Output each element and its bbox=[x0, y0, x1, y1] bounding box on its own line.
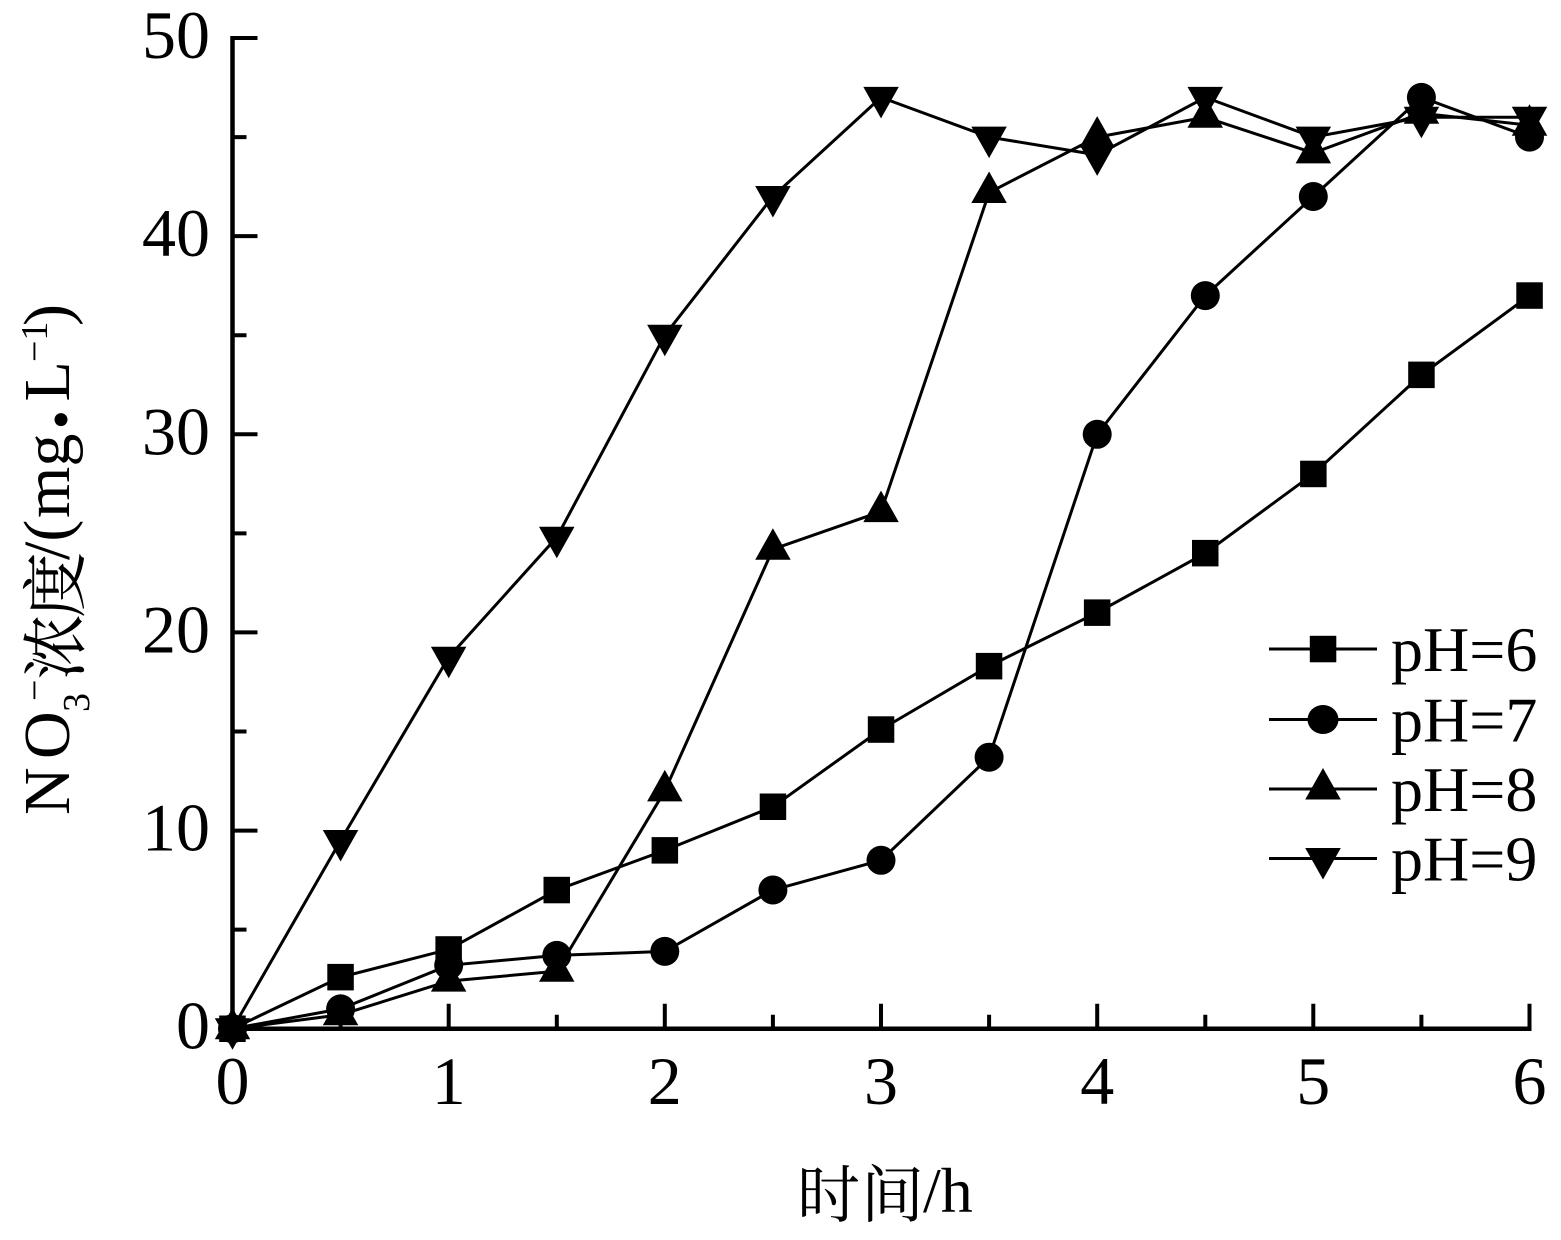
svg-text:L: L bbox=[11, 361, 84, 401]
svg-text:O: O bbox=[11, 711, 84, 759]
svg-text:): ) bbox=[11, 304, 84, 326]
svg-text:30: 30 bbox=[142, 393, 210, 469]
svg-text:10: 10 bbox=[142, 790, 210, 866]
svg-text:3: 3 bbox=[864, 1043, 898, 1119]
svg-text:0: 0 bbox=[216, 1043, 250, 1119]
svg-text:50: 50 bbox=[142, 0, 210, 73]
svg-text:pH=6: pH=6 bbox=[1391, 614, 1537, 685]
svg-text:pH=7: pH=7 bbox=[1391, 685, 1537, 756]
svg-text:pH=8: pH=8 bbox=[1391, 754, 1537, 825]
svg-text:−: − bbox=[14, 680, 56, 701]
svg-text:N: N bbox=[11, 767, 84, 815]
svg-text:/h: /h bbox=[923, 1155, 973, 1226]
svg-text:pH=9: pH=9 bbox=[1391, 824, 1537, 895]
svg-text:3: 3 bbox=[56, 693, 98, 712]
svg-text:40: 40 bbox=[142, 195, 210, 271]
svg-text:mg: mg bbox=[11, 434, 84, 518]
svg-text:6: 6 bbox=[1513, 1043, 1547, 1119]
svg-text:2: 2 bbox=[648, 1043, 682, 1119]
svg-text:20: 20 bbox=[142, 591, 210, 667]
svg-text:4: 4 bbox=[1080, 1043, 1114, 1119]
svg-text:/(: /( bbox=[11, 520, 84, 560]
svg-text:0: 0 bbox=[176, 988, 210, 1064]
svg-text:5: 5 bbox=[1296, 1043, 1330, 1119]
svg-text:1: 1 bbox=[432, 1043, 466, 1119]
svg-text:−1: −1 bbox=[14, 322, 56, 362]
